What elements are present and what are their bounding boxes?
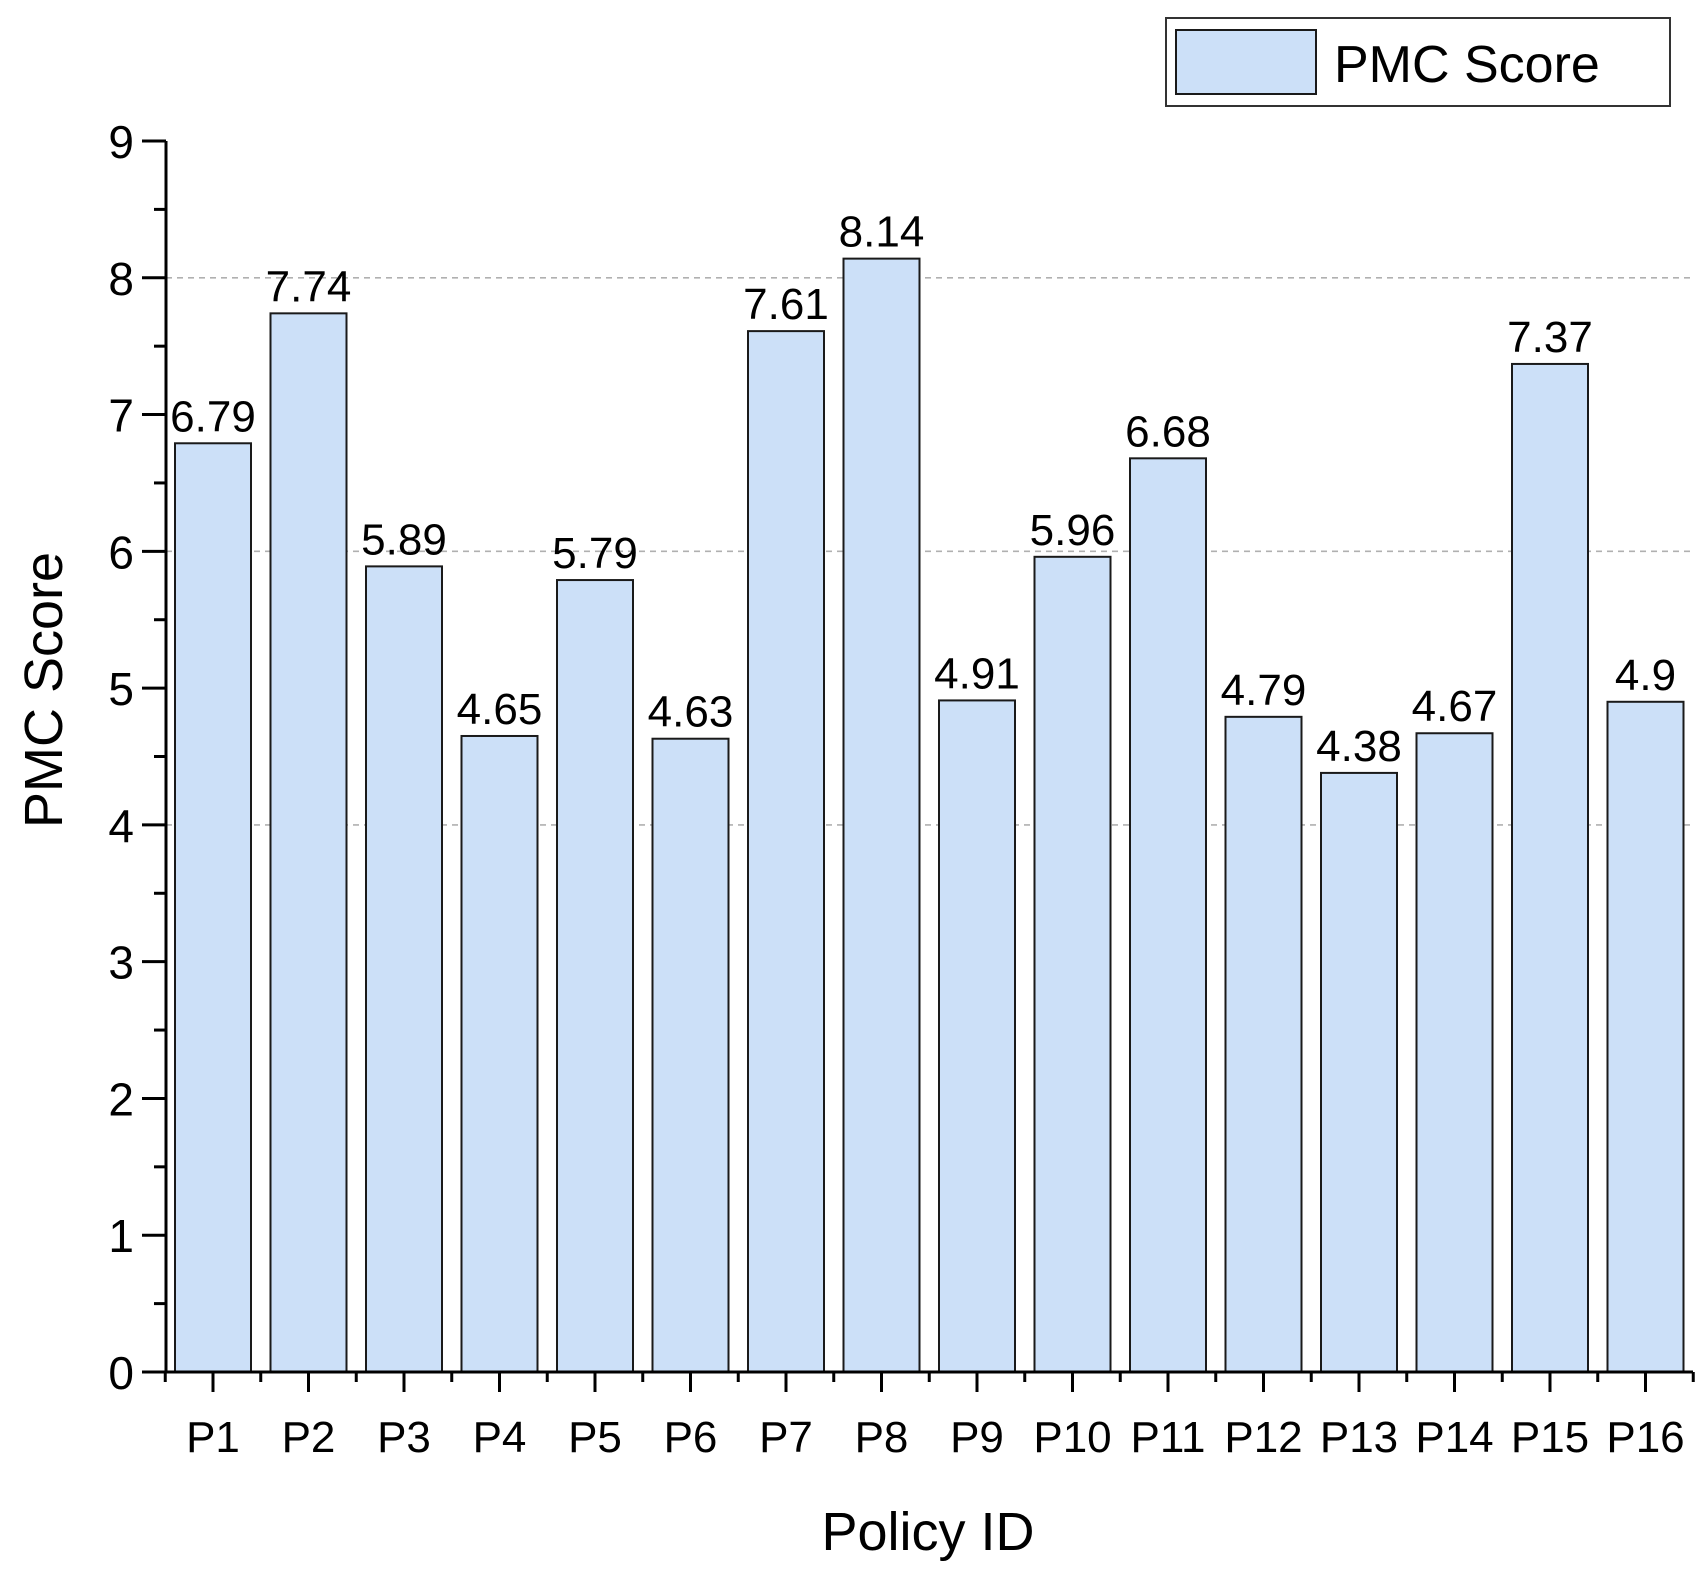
y-tick-label: 7 [108, 390, 134, 442]
y-tick-label: 1 [108, 1210, 134, 1262]
bar [747, 330, 825, 1374]
legend-swatch [1175, 29, 1317, 95]
data-labels: 6.79 7.74 5.89 4.65 5.79 4.63 7.618.14 4.91 5.96… [170, 208, 1676, 771]
legend: PMC Score [1165, 17, 1671, 107]
bar [174, 442, 252, 1374]
y-tick-label: 8 [108, 253, 134, 305]
data-label: 7.74 [266, 262, 352, 311]
x-tick-label: P16 [1606, 1413, 1684, 1462]
data-label: 4.65 [457, 685, 543, 734]
bar [1320, 771, 1398, 1373]
data-label: 6.79 [170, 392, 256, 441]
data-label: 7.61 [743, 280, 829, 329]
bar [1511, 362, 1589, 1374]
x-tick-label: P10 [1033, 1413, 1111, 1462]
data-label: 4.67 [1412, 682, 1498, 731]
data-label: 4.91 [934, 649, 1020, 698]
x-tick-label: P1 [186, 1413, 240, 1462]
bar [1033, 555, 1112, 1373]
x-tick-label: P12 [1224, 1413, 1302, 1462]
bar [269, 312, 348, 1374]
bar [1415, 732, 1494, 1373]
x-tick-label: P11 [1130, 1413, 1205, 1462]
bar [842, 257, 921, 1373]
bars [174, 257, 1685, 1374]
y-tick-label: 2 [108, 1073, 134, 1125]
data-label: 4.63 [648, 688, 734, 737]
x-tick-label: P3 [377, 1413, 431, 1462]
bar [365, 565, 443, 1373]
data-label: 5.89 [361, 515, 447, 564]
data-label: 4.38 [1316, 722, 1402, 771]
x-tick-label: P9 [950, 1413, 1004, 1462]
data-label: 6.68 [1125, 407, 1211, 456]
data-label: 4.9 [1615, 651, 1676, 700]
bar [651, 737, 730, 1373]
y-axis-ticks: 0 1 2 3 4 5 6 7 8 9 [108, 116, 166, 1399]
x-axis-title: Policy ID [821, 1502, 1034, 1562]
y-tick-label: 0 [108, 1347, 134, 1399]
bar [1129, 457, 1207, 1373]
x-tick-label: P7 [759, 1413, 813, 1462]
bar [1606, 700, 1685, 1373]
bar [938, 699, 1016, 1373]
bar [1224, 715, 1303, 1373]
y-tick-label: 3 [108, 937, 134, 989]
bar [460, 734, 539, 1373]
x-tick-label: P5 [568, 1413, 622, 1462]
data-label: 8.14 [839, 208, 925, 257]
y-axis-title: PMC Score [14, 552, 74, 828]
legend-label: PMC Score [1334, 36, 1600, 94]
data-label: 5.96 [1030, 506, 1116, 555]
y-tick-label: 9 [108, 116, 134, 168]
y-tick-label: 4 [108, 800, 134, 852]
y-tick-label: 5 [108, 663, 134, 715]
data-label: 5.79 [552, 529, 638, 578]
x-tick-label: P6 [664, 1413, 718, 1462]
data-label: 7.37 [1507, 313, 1593, 362]
bar [556, 579, 634, 1373]
x-tick-label: P15 [1511, 1413, 1589, 1462]
x-tick-label: P2 [282, 1413, 336, 1462]
x-tick-label: P14 [1415, 1413, 1493, 1462]
data-label: 4.79 [1221, 666, 1307, 715]
y-tick-label: 6 [108, 526, 134, 578]
x-axis-ticks: P1 P2 P3 P4 P5 P6 P7 P8 P9 P10 P11 P12 P13 P14 P15 P16 [163, 1372, 1695, 1462]
x-tick-label: P4 [473, 1413, 527, 1462]
x-tick-label: P8 [855, 1413, 909, 1462]
x-tick-label: P13 [1320, 1413, 1398, 1462]
